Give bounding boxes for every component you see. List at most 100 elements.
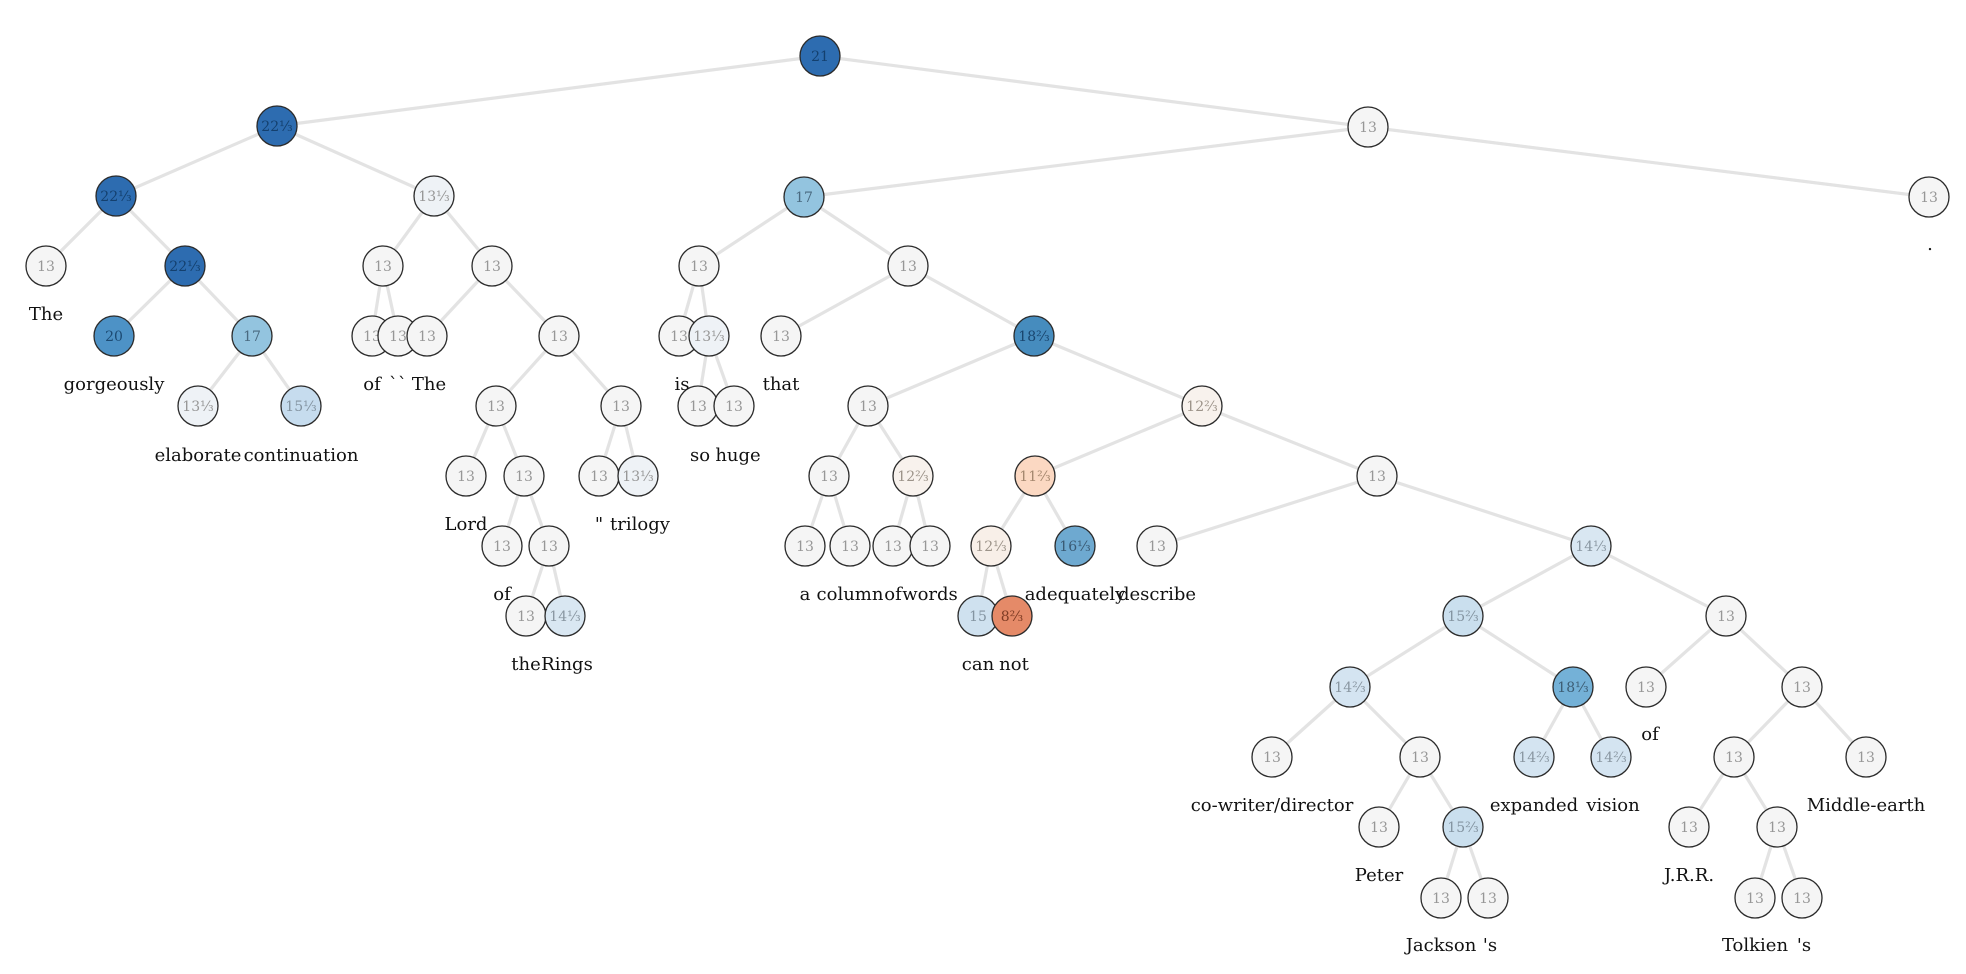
tree-node[interactable]: 13	[1467, 877, 1509, 919]
tree-node-circle[interactable]	[25, 245, 67, 287]
tree-node-circle[interactable]	[445, 455, 487, 497]
tree-node-circle[interactable]	[1329, 666, 1371, 708]
tree-node-circle[interactable]	[1908, 176, 1950, 218]
tree-node[interactable]: 20	[93, 315, 135, 357]
tree-node-circle[interactable]	[1013, 315, 1055, 357]
tree-node-circle[interactable]	[909, 525, 951, 567]
tree-node[interactable]: 13	[1705, 595, 1747, 637]
tree-node-circle[interactable]	[280, 385, 322, 427]
tree-node-circle[interactable]	[1347, 106, 1389, 148]
tree-node-circle[interactable]	[1181, 385, 1223, 427]
tree-node-circle[interactable]	[1014, 455, 1056, 497]
tree-node[interactable]: 16⅓	[1054, 525, 1096, 567]
tree-node-circle[interactable]	[887, 245, 929, 287]
tree-node[interactable]: 13	[471, 245, 513, 287]
tree-node[interactable]: 14⅔	[1590, 736, 1632, 778]
tree-node-circle[interactable]	[829, 525, 871, 567]
tree-node-circle[interactable]	[783, 176, 825, 218]
tree-node[interactable]: 13	[1734, 877, 1776, 919]
tree-node-circle[interactable]	[256, 105, 298, 147]
tree-node-circle[interactable]	[847, 385, 889, 427]
tree-node[interactable]: 13	[678, 245, 720, 287]
tree-node-circle[interactable]	[892, 455, 934, 497]
tree-node-circle[interactable]	[1399, 736, 1441, 778]
tree-node[interactable]: 13	[872, 525, 914, 567]
tree-node[interactable]: 13⅓	[688, 315, 730, 357]
tree-node[interactable]: 18⅔	[1013, 315, 1055, 357]
tree-node-circle[interactable]	[95, 175, 137, 217]
tree-node[interactable]: 13⅓	[617, 455, 659, 497]
tree-node[interactable]: 13	[1625, 666, 1667, 708]
tree-node-circle[interactable]	[1358, 806, 1400, 848]
tree-node-circle[interactable]	[617, 455, 659, 497]
tree-node-circle[interactable]	[970, 525, 1012, 567]
tree-node[interactable]: 15⅔	[1442, 806, 1484, 848]
tree-node[interactable]: 13	[1356, 455, 1398, 497]
tree-node[interactable]: 13	[1136, 525, 1178, 567]
tree-node-circle[interactable]	[538, 315, 580, 357]
tree-node[interactable]: 13	[1420, 877, 1462, 919]
tree-node[interactable]: 12⅓	[970, 525, 1012, 567]
tree-node[interactable]: 13⅓	[177, 385, 219, 427]
tree-node-circle[interactable]	[1781, 877, 1823, 919]
tree-node[interactable]: 22⅓	[164, 245, 206, 287]
tree-node-circle[interactable]	[808, 455, 850, 497]
tree-node-circle[interactable]	[1713, 736, 1755, 778]
tree-node[interactable]: 17	[231, 315, 273, 357]
tree-node-circle[interactable]	[1552, 666, 1594, 708]
tree-node-circle[interactable]	[1756, 806, 1798, 848]
tree-node-circle[interactable]	[93, 315, 135, 357]
tree-node[interactable]: 13	[1781, 666, 1823, 708]
tree-node-circle[interactable]	[1570, 525, 1612, 567]
tree-node[interactable]: 13	[1713, 736, 1755, 778]
tree-node[interactable]: 13	[1358, 806, 1400, 848]
tree-node-circle[interactable]	[503, 455, 545, 497]
tree-node[interactable]: 12⅔	[1181, 385, 1223, 427]
tree-node[interactable]: 13	[538, 315, 580, 357]
tree-node-circle[interactable]	[1513, 736, 1555, 778]
tree-node-circle[interactable]	[1845, 736, 1887, 778]
tree-node[interactable]: 14⅔	[1513, 736, 1555, 778]
tree-node-circle[interactable]	[1590, 736, 1632, 778]
tree-node[interactable]: 13	[909, 525, 951, 567]
tree-node-circle[interactable]	[177, 385, 219, 427]
tree-node[interactable]: 13	[1845, 736, 1887, 778]
tree-node-circle[interactable]	[1781, 666, 1823, 708]
tree-node[interactable]: 18⅓	[1552, 666, 1594, 708]
tree-node-circle[interactable]	[872, 525, 914, 567]
tree-node-circle[interactable]	[1136, 525, 1178, 567]
tree-node[interactable]: 13	[847, 385, 889, 427]
tree-node[interactable]: 13	[1756, 806, 1798, 848]
tree-node-circle[interactable]	[362, 245, 404, 287]
tree-node-circle[interactable]	[413, 175, 455, 217]
tree-node-circle[interactable]	[505, 595, 547, 637]
tree-node-circle[interactable]	[481, 525, 523, 567]
tree-node-circle[interactable]	[231, 315, 273, 357]
tree-node[interactable]: 13	[1668, 806, 1710, 848]
tree-node[interactable]: 13	[481, 525, 523, 567]
tree-node[interactable]: 11⅔	[1014, 455, 1056, 497]
tree-node[interactable]: 13	[887, 245, 929, 287]
tree-node[interactable]: 14⅔	[1329, 666, 1371, 708]
tree-node-circle[interactable]	[471, 245, 513, 287]
tree-node-circle[interactable]	[544, 595, 586, 637]
tree-node-circle[interactable]	[1442, 595, 1484, 637]
tree-node[interactable]: 13	[503, 455, 545, 497]
tree-node[interactable]: 15⅔	[1442, 595, 1484, 637]
tree-node[interactable]: 12⅔	[892, 455, 934, 497]
tree-node-circle[interactable]	[475, 385, 517, 427]
tree-node[interactable]: 13	[1908, 176, 1950, 218]
tree-node-circle[interactable]	[688, 315, 730, 357]
tree-node-circle[interactable]	[1668, 806, 1710, 848]
tree-node[interactable]: 13	[713, 385, 755, 427]
tree-node-circle[interactable]	[1442, 806, 1484, 848]
tree-node-circle[interactable]	[760, 315, 802, 357]
tree-node[interactable]: 13	[1251, 736, 1293, 778]
tree-node-circle[interactable]	[1734, 877, 1776, 919]
tree-node-circle[interactable]	[1356, 455, 1398, 497]
tree-node-circle[interactable]	[713, 385, 755, 427]
tree-node-circle[interactable]	[600, 385, 642, 427]
tree-node-circle[interactable]	[678, 245, 720, 287]
tree-node-circle[interactable]	[1705, 595, 1747, 637]
tree-node[interactable]: 13	[475, 385, 517, 427]
